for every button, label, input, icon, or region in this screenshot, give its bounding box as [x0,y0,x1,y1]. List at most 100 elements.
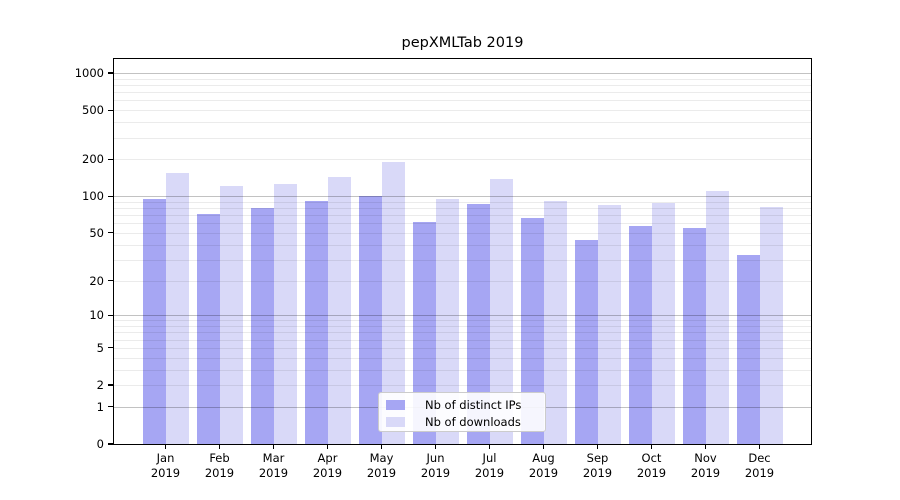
gridline-y-800 [114,84,811,86]
gridline-y-700 [114,92,811,94]
gridline-y-200 [114,159,811,161]
x-tick-label-dec: Dec 2019 [744,451,775,480]
gridline-y-6 [114,339,811,341]
y-tick-2 [108,384,114,386]
bar-jan-nb-of-downloads [165,172,189,444]
bar-aug-nb-of-distinct-ips [520,218,544,444]
gridline-y-2 [114,385,811,386]
gridline-y-500 [114,110,811,112]
y-tick-500 [108,109,114,111]
gridline-y-400 [114,122,811,124]
bar-jun-nb-of-distinct-ips [412,222,436,444]
bar-oct-nb-of-distinct-ips [628,225,652,444]
y-tick-label-2: 2 [96,378,104,392]
x-tick-label-aug: Aug 2019 [528,451,559,480]
x-tick-feb [218,444,221,449]
y-tick-label-1: 1 [96,399,104,414]
y-tick-10 [108,314,114,316]
y-tick-label-20: 20 [89,273,104,288]
bar-sep-nb-of-downloads [597,204,621,444]
bar-sep-nb-of-distinct-ips [574,239,598,444]
x-tick-label-jan: Jan 2019 [150,451,181,480]
bar-mar-nb-of-downloads [273,183,297,444]
gridline-y-7 [114,332,811,334]
bar-dec-nb-of-distinct-ips [736,254,760,444]
y-tick-label-500: 500 [82,103,104,118]
gridline-y-1000 [114,73,811,74]
gridline-y-30 [114,259,811,261]
y-tick-label-1000: 1000 [74,66,104,80]
y-tick-label-100: 100 [82,189,104,204]
x-tick-label-may: May 2019 [366,451,397,480]
legend-item-nb-of-downloads: Nb of downloads [379,413,545,430]
bar-feb-nb-of-downloads [219,186,243,444]
bar-jul-nb-of-downloads [489,178,513,444]
y-tick-label-50: 50 [89,225,104,240]
gridline-y-10 [114,315,811,317]
x-tick-may [380,444,383,449]
gridline-y-3 [114,369,811,371]
bar-aug-nb-of-downloads [543,200,567,444]
bar-jul-nb-of-distinct-ips [466,203,490,444]
legend-label: Nb of downloads [425,414,521,429]
bar-may-nb-of-downloads [381,161,405,444]
gridline-y-9 [114,320,811,322]
x-tick-apr [326,444,329,449]
x-tick-label-mar: Mar 2019 [258,451,289,480]
y-tick-label-0: 0 [96,437,104,451]
y-tick-1 [108,406,114,408]
y-tick-100 [108,195,114,197]
gridline-y-60 [114,223,811,225]
x-tick-label-feb: Feb 2019 [204,451,235,480]
x-tick-oct [650,444,653,449]
y-tick-label-10: 10 [89,308,104,323]
bar-nov-nb-of-downloads [705,191,729,444]
gridline-y-40 [114,244,811,246]
gridline-y-4 [114,357,811,359]
gridline-y-5 [114,347,811,349]
x-tick-jul [488,444,491,449]
x-tick-mar [272,444,275,449]
y-tick-200 [108,158,114,160]
gridline-y-70 [114,215,811,217]
gridline-y-20 [114,280,811,282]
bar-mar-nb-of-distinct-ips [250,208,274,444]
x-tick-label-oct: Oct 2019 [636,451,667,480]
x-tick-label-apr: Apr 2019 [312,451,343,480]
plot-area [113,58,812,445]
x-tick-label-jun: Jun 2019 [420,451,451,480]
bar-jun-nb-of-downloads [435,199,459,444]
y-tick-5 [108,347,114,349]
gridline-y-80 [114,208,811,210]
x-tick-dec [758,444,761,449]
y-tick-50 [108,232,114,234]
bar-dec-nb-of-downloads [759,207,783,444]
bar-feb-nb-of-distinct-ips [196,214,220,444]
bar-oct-nb-of-downloads [651,202,675,444]
bar-apr-nb-of-distinct-ips [304,200,328,444]
bar-apr-nb-of-downloads [327,177,351,444]
bar-may-nb-of-distinct-ips [358,196,382,444]
y-tick-0 [108,443,114,445]
gridline-y-90 [114,201,811,203]
chart-title: pepXMLTab 2019 [401,35,524,51]
legend-swatch [386,399,405,410]
gridline-y-8 [114,326,811,327]
y-tick-label-5: 5 [96,340,104,355]
legend-label: Nb of distinct IPs [425,397,522,412]
y-tick-1000 [108,72,114,74]
bar-nov-nb-of-distinct-ips [682,227,706,444]
y-tick-20 [108,279,114,282]
legend: Nb of distinct IPs Nb of downloads [378,392,546,432]
legend-item-nb-of-distinct-ips: Nb of distinct IPs [379,396,545,413]
x-tick-jun [434,444,437,449]
x-tick-sep [596,444,599,449]
gridline-y-900 [114,78,811,80]
x-tick-label-sep: Sep 2019 [582,451,613,480]
x-tick-label-jul: Jul 2019 [474,451,505,480]
x-tick-aug [542,444,545,449]
x-tick-label-nov: Nov 2019 [690,451,721,480]
y-tick-label-200: 200 [82,152,104,167]
gridline-y-50 [114,232,811,234]
